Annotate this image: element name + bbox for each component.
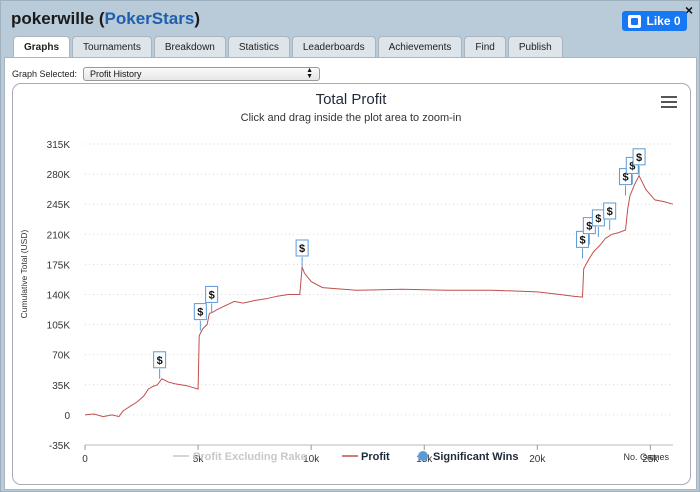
significant-win-marker[interactable]: $ <box>576 230 590 259</box>
legend-item-significant-wins[interactable]: Significant Wins <box>418 451 518 463</box>
y-tick-label: 35K <box>52 381 70 392</box>
dollar-icon: $ <box>197 307 203 319</box>
tab-tournaments[interactable]: Tournaments <box>72 36 152 57</box>
dollar-icon: $ <box>579 234 585 246</box>
close-icon[interactable]: × <box>684 2 693 18</box>
dollar-icon: $ <box>622 172 628 184</box>
graphs-panel: Graph Selected: Profit History ▲ ▼ Total … <box>4 57 697 490</box>
x-axis-label: No. Games <box>623 452 669 462</box>
significant-wins-markers: $$$$$$$$$$$ <box>153 148 646 379</box>
like-button[interactable]: Like 0 <box>622 11 687 31</box>
chart-subtitle: Click and drag inside the plot area to z… <box>241 112 462 124</box>
legend-wins-swatch <box>418 451 428 461</box>
legend-rake-label: Profit Excluding Rake <box>193 451 307 463</box>
dollar-icon: $ <box>209 289 215 301</box>
x-tick-label: 0 <box>82 454 88 465</box>
y-tick-label: 175K <box>47 260 71 271</box>
tab-find[interactable]: Find <box>464 36 506 57</box>
chart-legend: Profit Excluding Rake Profit Significant… <box>173 451 518 463</box>
profit-chart[interactable]: Total Profit Click and drag inside the p… <box>13 84 690 484</box>
tab-statistics[interactable]: Statistics <box>227 36 290 57</box>
graph-select-row: Graph Selected: Profit History ▲ ▼ <box>12 67 321 81</box>
significant-win-marker[interactable]: $ <box>295 239 309 267</box>
graph-select-value: Profit History <box>90 69 142 79</box>
y-tick-label: 210K <box>47 230 71 241</box>
dollar-icon: $ <box>607 206 613 218</box>
y-tick-label: 315K <box>47 140 71 151</box>
tab-breakdown[interactable]: Breakdown <box>153 36 226 57</box>
dollar-icon: $ <box>595 213 601 225</box>
thumbs-up-icon <box>628 14 642 28</box>
win-marker-box <box>576 230 590 248</box>
win-marker-box <box>632 148 646 166</box>
site-link[interactable]: PokerStars <box>104 9 195 28</box>
chart-title: Total Profit <box>316 91 388 108</box>
dollar-icon: $ <box>299 243 305 255</box>
page-title: pokerwille (PokerStars) <box>11 9 200 28</box>
x-tick-label: 5k <box>193 454 205 465</box>
graph-select-dropdown[interactable]: Profit History ▲ ▼ <box>83 67 321 81</box>
legend-item-rake[interactable]: Profit Excluding Rake <box>173 451 307 463</box>
y-tick-labels: 315K 280K 245K 210K 175K 140K 105K 70K 35K 0 -35K <box>47 140 71 452</box>
x-tick-label: 20k <box>529 454 546 465</box>
profit-series-line <box>84 174 674 418</box>
x-tick-label: 10k <box>303 454 320 465</box>
like-label: Like 0 <box>646 14 681 28</box>
tab-leaderboards[interactable]: Leaderboards <box>291 36 376 57</box>
dollar-icon: $ <box>157 355 163 367</box>
x-tick-label: 25k <box>642 454 659 465</box>
legend-profit-label: Profit <box>361 451 390 463</box>
graph-select-label: Graph Selected: <box>12 69 78 79</box>
y-axis-label: Cumulative Total (USD) <box>19 230 29 319</box>
dollar-icon: $ <box>636 152 642 164</box>
y-tick-label: -35K <box>49 441 70 452</box>
y-tick-label: 0 <box>64 411 70 422</box>
win-marker-box <box>193 303 207 321</box>
significant-win-marker[interactable]: $ <box>153 351 167 379</box>
grid-lines <box>85 143 673 446</box>
win-marker-box <box>153 351 167 369</box>
y-tick-label: 140K <box>47 291 71 302</box>
tab-publish[interactable]: Publish <box>507 36 563 57</box>
significant-win-marker[interactable]: $ <box>632 148 646 176</box>
tab-graphs[interactable]: Graphs <box>13 36 71 58</box>
significant-win-marker[interactable]: $ <box>205 285 219 314</box>
y-tick-label: 280K <box>47 170 71 181</box>
chart-container[interactable]: Total Profit Click and drag inside the p… <box>12 83 691 485</box>
username: pokerwille <box>11 9 95 28</box>
y-tick-label: 245K <box>47 200 71 211</box>
significant-win-marker[interactable]: $ <box>603 202 617 230</box>
legend-item-profit[interactable]: Profit <box>342 451 390 463</box>
tab-bar: Graphs Tournaments Breakdown Statistics … <box>13 36 563 58</box>
win-marker-box <box>205 285 219 303</box>
dollar-icon: $ <box>586 221 592 233</box>
dollar-icon: $ <box>629 160 635 172</box>
significant-win-marker[interactable]: $ <box>193 303 207 331</box>
y-tick-label: 70K <box>52 351 70 362</box>
win-marker-box <box>603 202 617 220</box>
legend-wins-label: Significant Wins <box>433 451 518 463</box>
select-arrows-icon: ▲ ▼ <box>306 67 314 80</box>
y-tick-label: 105K <box>47 321 71 332</box>
hamburger-menu-icon[interactable] <box>661 96 677 108</box>
win-marker-box <box>295 239 309 257</box>
tab-achievements[interactable]: Achievements <box>377 36 463 57</box>
